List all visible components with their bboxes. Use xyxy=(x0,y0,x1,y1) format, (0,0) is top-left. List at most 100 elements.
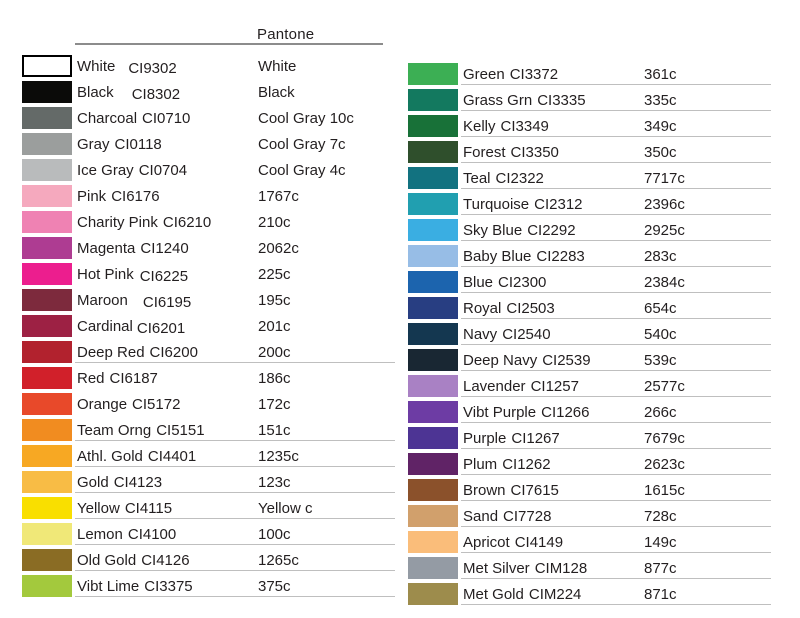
color-name-label: Magenta xyxy=(77,239,136,257)
pantone-value-label: 200c xyxy=(258,343,291,361)
color-row: Gold CI4123 123c xyxy=(22,469,397,495)
color-swatch xyxy=(22,367,72,389)
color-name-label: Gray xyxy=(77,135,110,153)
row-divider xyxy=(75,362,395,363)
color-label-group: Teal CI2322 xyxy=(463,165,544,191)
color-swatch xyxy=(408,63,458,85)
color-code-label: CI3375 xyxy=(144,577,193,595)
color-label-group: Deep Navy CI2539 xyxy=(463,347,591,373)
row-divider xyxy=(461,370,771,371)
pantone-value-label: White xyxy=(258,57,297,75)
color-code-label: CI2283 xyxy=(536,247,585,265)
color-row: Vibt Purple CI1266 266c xyxy=(408,399,773,425)
color-row: Sand CI7728 728c xyxy=(408,503,773,529)
color-name-label: Plum xyxy=(463,455,498,473)
color-label-group: Turquoise CI2312 xyxy=(463,191,583,217)
pantone-value-label: 361c xyxy=(644,65,677,83)
color-code-label: CI3350 xyxy=(510,143,559,161)
row-divider xyxy=(75,492,395,493)
color-name-label: Black xyxy=(77,83,114,101)
color-label-group: Green CI3372 xyxy=(463,61,558,87)
color-label-group: Met Gold CIM224 xyxy=(463,581,581,607)
pantone-value-label: 2396c xyxy=(644,195,685,213)
color-swatch xyxy=(408,453,458,475)
color-label-group: Deep Red CI6200 xyxy=(77,339,198,365)
color-swatch xyxy=(22,55,72,77)
color-code-label: CI1262 xyxy=(502,455,551,473)
color-name-label: Athl. Gold xyxy=(77,447,143,465)
color-row: Turquoise CI2312 2396c xyxy=(408,191,773,217)
color-name-label: Vibt Purple xyxy=(463,403,537,421)
row-divider xyxy=(75,570,395,571)
color-swatch xyxy=(22,393,72,415)
color-code-label: CIM224 xyxy=(528,585,582,603)
color-label-group: Navy CI2540 xyxy=(463,321,551,347)
color-label-group: White CI9302 xyxy=(77,53,177,79)
row-divider xyxy=(461,84,771,85)
color-swatch xyxy=(408,115,458,137)
pantone-value-label: 2062c xyxy=(258,239,299,257)
pantone-value-label: Yellow c xyxy=(258,499,313,517)
row-divider xyxy=(461,136,771,137)
color-name-label: Yellow xyxy=(77,499,120,517)
pantone-value-label: 201c xyxy=(258,317,291,335)
row-divider xyxy=(461,552,771,553)
color-row: Deep Navy CI2539 539c xyxy=(408,347,773,373)
color-swatch xyxy=(408,557,458,579)
color-swatch xyxy=(408,245,458,267)
color-row: Sky Blue CI2292 2925c xyxy=(408,217,773,243)
color-label-group: Vibt Purple CI1266 xyxy=(463,399,589,425)
color-code-label: CI5172 xyxy=(132,395,181,413)
color-swatch xyxy=(22,419,72,441)
color-label-group: Gold CI4123 xyxy=(77,469,162,495)
color-name-label: Maroon xyxy=(77,291,128,309)
pantone-value-label: Cool Gray 10c xyxy=(258,109,354,127)
color-swatch xyxy=(408,531,458,553)
pantone-value-label: 654c xyxy=(644,299,677,317)
color-code-label: CI6201 xyxy=(136,319,186,337)
color-name-label: Old Gold xyxy=(77,551,137,569)
row-divider xyxy=(461,240,771,241)
color-code-label: CI4401 xyxy=(147,447,197,465)
color-swatch xyxy=(22,445,72,467)
pantone-value-label: 335c xyxy=(644,91,677,109)
color-code-label: CI4115 xyxy=(124,499,173,517)
color-code-label: CI7615 xyxy=(510,481,559,499)
color-row: White CI9302 White xyxy=(22,53,397,79)
color-code-label: CI3335 xyxy=(537,91,586,109)
color-row: Deep Red CI6200 200c xyxy=(22,339,397,365)
color-label-group: Grass Grn CI3335 xyxy=(463,87,586,113)
color-name-label: Royal xyxy=(463,299,502,317)
color-label-group: Black CI8302 xyxy=(77,79,180,105)
color-code-label: CI6210 xyxy=(162,213,212,231)
color-label-group: Charcoal CI0710 xyxy=(77,105,190,131)
row-divider xyxy=(461,526,771,527)
row-divider xyxy=(75,544,395,545)
pantone-value-label: 225c xyxy=(258,265,291,283)
color-code-label: CI8302 xyxy=(131,85,181,103)
row-divider xyxy=(461,214,771,215)
row-divider xyxy=(461,162,771,163)
color-code-label: CI6225 xyxy=(139,267,189,285)
color-row: Orange CI5172 172c xyxy=(22,391,397,417)
color-name-label: Team Orng xyxy=(77,421,152,439)
color-code-label: CI2540 xyxy=(502,325,551,343)
color-name-label: Met Silver xyxy=(463,559,530,577)
color-swatch xyxy=(22,315,72,337)
color-code-label: CI2300 xyxy=(498,273,547,291)
color-code-label: CI2312 xyxy=(534,195,583,213)
pantone-value-label: 2925c xyxy=(644,221,685,239)
color-swatch xyxy=(22,549,72,571)
color-label-group: Sand CI7728 xyxy=(463,503,551,529)
row-divider xyxy=(75,466,395,467)
color-row: Green CI3372 361c xyxy=(408,61,773,87)
color-swatch xyxy=(408,297,458,319)
color-row: Plum CI1262 2623c xyxy=(408,451,773,477)
color-name-label: Deep Navy xyxy=(463,351,538,369)
pantone-value-label: Cool Gray 4c xyxy=(258,161,346,179)
color-row: Yellow CI4115 Yellow c xyxy=(22,495,397,521)
pantone-header-rule xyxy=(75,43,383,45)
color-row: Ice Gray CI0704 Cool Gray 4c xyxy=(22,157,397,183)
color-name-label: Sand xyxy=(463,507,499,525)
